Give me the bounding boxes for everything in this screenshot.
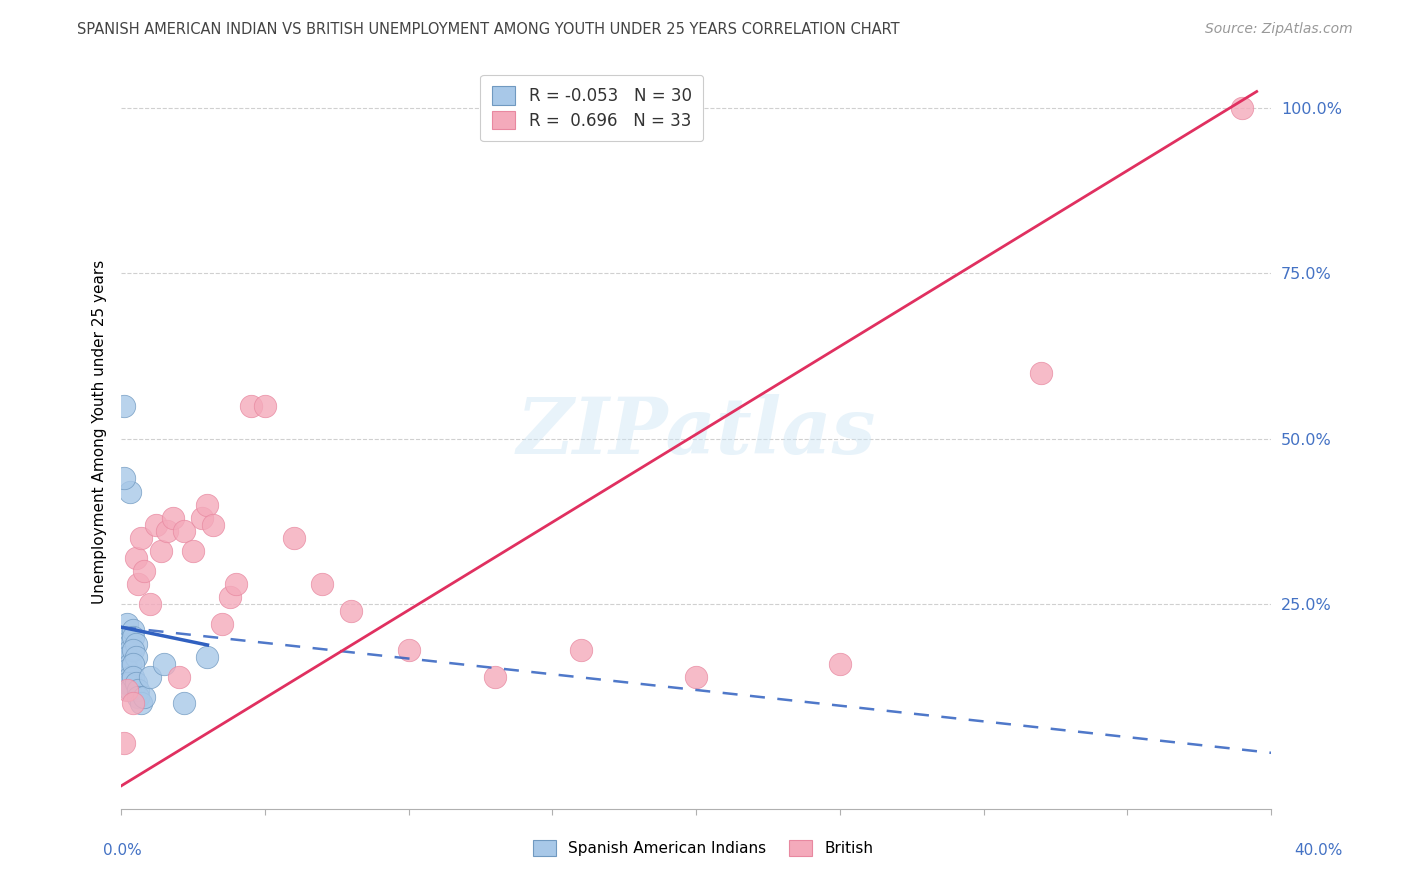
Text: SPANISH AMERICAN INDIAN VS BRITISH UNEMPLOYMENT AMONG YOUTH UNDER 25 YEARS CORRE: SPANISH AMERICAN INDIAN VS BRITISH UNEMP… bbox=[77, 22, 900, 37]
Text: Source: ZipAtlas.com: Source: ZipAtlas.com bbox=[1205, 22, 1353, 37]
Point bbox=[197, 649, 219, 664]
Point bbox=[139, 670, 162, 684]
Point bbox=[118, 643, 141, 657]
Point bbox=[150, 544, 173, 558]
Text: 40.0%: 40.0% bbox=[1295, 843, 1343, 857]
Point bbox=[115, 630, 138, 644]
Text: 0.0%: 0.0% bbox=[103, 843, 142, 857]
Point bbox=[127, 690, 149, 704]
Point bbox=[153, 657, 176, 671]
Point bbox=[253, 399, 276, 413]
Point bbox=[115, 663, 138, 677]
Point bbox=[127, 577, 149, 591]
Point bbox=[112, 399, 135, 413]
Point bbox=[121, 670, 143, 684]
Point bbox=[115, 616, 138, 631]
Point bbox=[173, 524, 195, 539]
Point bbox=[124, 637, 146, 651]
Point bbox=[484, 670, 506, 684]
Point bbox=[162, 511, 184, 525]
Point bbox=[124, 649, 146, 664]
Point bbox=[311, 577, 333, 591]
Text: ZIPatlas: ZIPatlas bbox=[516, 394, 876, 470]
Point bbox=[124, 550, 146, 565]
Point bbox=[112, 471, 135, 485]
Point bbox=[1232, 101, 1254, 115]
Point bbox=[219, 591, 242, 605]
Legend: R = -0.053   N = 30, R =  0.696   N = 33: R = -0.053 N = 30, R = 0.696 N = 33 bbox=[481, 75, 703, 141]
Y-axis label: Unemployment Among Youth under 25 years: Unemployment Among Youth under 25 years bbox=[93, 260, 107, 604]
Point bbox=[118, 657, 141, 671]
Point bbox=[124, 676, 146, 690]
Point bbox=[127, 683, 149, 698]
Point bbox=[569, 643, 592, 657]
Point bbox=[118, 637, 141, 651]
Point bbox=[181, 544, 204, 558]
Point bbox=[131, 696, 153, 710]
Point bbox=[156, 524, 179, 539]
Point bbox=[340, 604, 363, 618]
Point bbox=[139, 597, 162, 611]
Point bbox=[112, 736, 135, 750]
Legend: Spanish American Indians, British: Spanish American Indians, British bbox=[527, 834, 879, 862]
Point bbox=[283, 531, 305, 545]
Point bbox=[225, 577, 247, 591]
Point bbox=[190, 511, 212, 525]
Point bbox=[121, 643, 143, 657]
Point bbox=[115, 649, 138, 664]
Point bbox=[685, 670, 707, 684]
Point bbox=[197, 498, 219, 512]
Point bbox=[167, 670, 190, 684]
Point bbox=[118, 484, 141, 499]
Point bbox=[118, 670, 141, 684]
Point bbox=[118, 676, 141, 690]
Point bbox=[828, 657, 851, 671]
Point bbox=[239, 399, 262, 413]
Point bbox=[121, 630, 143, 644]
Point bbox=[1029, 366, 1052, 380]
Point bbox=[131, 531, 153, 545]
Point bbox=[398, 643, 420, 657]
Point bbox=[145, 517, 167, 532]
Point bbox=[115, 683, 138, 698]
Point bbox=[173, 696, 195, 710]
Point bbox=[134, 564, 156, 578]
Point bbox=[121, 696, 143, 710]
Point bbox=[134, 690, 156, 704]
Point bbox=[115, 676, 138, 690]
Point bbox=[211, 616, 233, 631]
Point bbox=[121, 657, 143, 671]
Point bbox=[118, 683, 141, 698]
Point bbox=[202, 517, 225, 532]
Point bbox=[121, 624, 143, 638]
